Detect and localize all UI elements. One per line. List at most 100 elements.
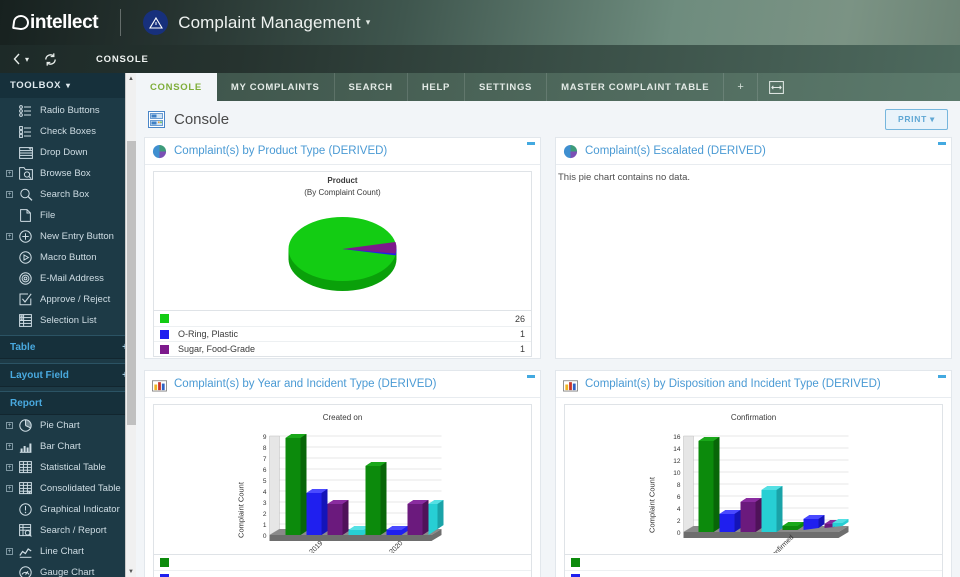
toolbox-item-drop-down[interactable]: Drop Down — [0, 142, 136, 163]
report-item-bar-chart[interactable]: + Bar Chart — [0, 436, 136, 457]
tab-master-complaint-table[interactable]: MASTER COMPLAINT TABLE — [547, 73, 725, 101]
report-item-label: Bar Chart — [40, 441, 81, 452]
browse-box-icon — [17, 166, 34, 181]
tab-label: MY COMPLAINTS — [230, 81, 320, 93]
layout-toggle-icon[interactable] — [758, 73, 795, 101]
panel-disposition-incident: Complaint(s) by Disposition and Incident… — [555, 370, 952, 577]
sidebar-section-report[interactable]: Report- — [0, 391, 136, 415]
toolbox-item-label: Check Boxes — [40, 126, 96, 137]
pie-chart-icon — [17, 418, 34, 433]
report-item-line-chart[interactable]: + Line Chart — [0, 541, 136, 562]
minimize-icon[interactable] — [527, 375, 535, 378]
sidebar-section-label: Report — [10, 397, 43, 409]
app-title-group[interactable]: Complaint Management ▾ — [178, 13, 370, 33]
tab-console[interactable]: CONSOLE — [136, 73, 217, 101]
pie-chart-canvas: Product (By Complaint Count) — [153, 171, 532, 311]
logo[interactable]: intellect — [12, 12, 99, 34]
toolbox-item-search-box[interactable]: + Search Box — [0, 184, 136, 205]
svg-text:6: 6 — [263, 467, 267, 474]
statistical-table-icon — [17, 460, 34, 475]
panel-body: Confirmation Complaint Count 16 14 12 10 8 6… — [556, 398, 951, 577]
bar-legend-year — [153, 555, 532, 577]
toolbox-item-browse-box[interactable]: + Browse Box — [0, 163, 136, 184]
tab-my-complaints[interactable]: MY COMPLAINTS — [217, 73, 335, 101]
expand-icon[interactable]: + — [6, 233, 13, 240]
report-item-label: Statistical Table — [40, 462, 106, 473]
chevron-down-icon: ▾ — [930, 113, 935, 124]
expand-icon[interactable]: + — [6, 443, 13, 450]
report-item-graphical-indicator[interactable]: Graphical Indicator — [0, 499, 136, 520]
line-chart-icon — [17, 544, 34, 559]
add-tab-button[interactable]: + — [724, 73, 759, 101]
panel-year-incident: Complaint(s) by Year and Incident Type (… — [144, 370, 541, 577]
legend-swatch — [571, 573, 580, 577]
report-item-gauge-chart[interactable]: Gauge Chart — [0, 562, 136, 577]
toolbox-item-selection-list[interactable]: Selection List — [0, 310, 136, 331]
refresh-button[interactable] — [43, 52, 58, 67]
scroll-up-arrow-icon[interactable]: ▲ — [126, 73, 136, 84]
console-icon — [148, 110, 165, 128]
tab-help[interactable]: HELP — [408, 73, 465, 101]
toolbox-item-label: Radio Buttons — [40, 105, 100, 116]
toolbox-item-new-entry-button[interactable]: + New Entry Button — [0, 226, 136, 247]
report-item-label: Line Chart — [40, 546, 84, 557]
report-item-pie-chart[interactable]: + Pie Chart — [0, 415, 136, 436]
file-icon — [17, 208, 34, 223]
chevron-down-icon: ▾ — [365, 17, 371, 27]
expand-icon[interactable]: + — [6, 548, 13, 555]
breadcrumb[interactable]: CONSOLE — [96, 53, 149, 65]
minimize-icon[interactable] — [938, 142, 946, 145]
page-heading: Console — [174, 110, 230, 128]
toolbox-item-e-mail-address[interactable]: E-Mail Address — [0, 268, 136, 289]
toolbox-item-file[interactable]: File — [0, 205, 136, 226]
scrollbar-thumb[interactable] — [127, 141, 136, 425]
expand-icon[interactable]: + — [6, 464, 13, 471]
toolbox-item-approve-reject[interactable]: Approve / Reject — [0, 289, 136, 310]
tab-search[interactable]: SEARCH — [335, 73, 408, 101]
legend-value: 1 — [519, 344, 525, 354]
toolbox-item-label: Browse Box — [40, 168, 91, 179]
svg-text:0: 0 — [677, 530, 681, 537]
sidebar-scrollbar[interactable]: ▲ ▼ — [125, 73, 136, 577]
dashboard-row-2: Complaint(s) by Year and Incident Type (… — [144, 370, 952, 577]
tab-settings[interactable]: SETTINGS — [465, 73, 548, 101]
back-button[interactable]: ▾ — [13, 53, 29, 65]
report-item-statistical-table[interactable]: + Statistical Table — [0, 457, 136, 478]
expand-icon[interactable]: + — [6, 422, 13, 429]
toolbox-item-label: Macro Button — [40, 252, 97, 263]
report-item-search-report[interactable]: Search / Report — [0, 520, 136, 541]
panel-header: Complaint(s) by Disposition and Incident… — [556, 371, 951, 398]
legend-row — [154, 555, 531, 570]
sidebar-section-layout-field[interactable]: Layout Field+ — [0, 363, 136, 387]
toolbox-header[interactable]: TOOLBOX ▾ — [0, 73, 136, 98]
svg-text:6: 6 — [677, 494, 681, 501]
toolbox-item-label: Search Box — [40, 189, 90, 200]
minimize-icon[interactable] — [938, 375, 946, 378]
print-button[interactable]: PRINT ▾ — [884, 108, 948, 130]
report-item-consolidated-table[interactable]: + Consolidated Table — [0, 478, 136, 499]
toolbox-sidebar: TOOLBOX ▾ Radio Buttons Check Boxes Drop D… — [0, 73, 136, 577]
toolbox-item-check-boxes[interactable]: Check Boxes — [0, 121, 136, 142]
panel-product-type: Complaint(s) by Product Type (DERIVED) P… — [144, 137, 541, 359]
legend-swatch — [160, 314, 169, 323]
toolbox-item-radio-buttons[interactable]: Radio Buttons — [0, 100, 136, 121]
panel-header: Complaint(s) Escalated (DERIVED) — [556, 138, 951, 165]
legend-row — [565, 555, 942, 570]
expand-icon[interactable]: + — [6, 191, 13, 198]
minimize-icon[interactable] — [527, 142, 535, 145]
refresh-icon — [45, 52, 56, 66]
drop-down-icon — [17, 145, 34, 160]
expand-icon[interactable]: + — [6, 485, 13, 492]
expand-icon[interactable]: + — [6, 170, 13, 177]
bar-chart-icon — [563, 377, 578, 392]
scroll-down-arrow-icon[interactable]: ▼ — [126, 566, 136, 577]
svg-text:1: 1 — [263, 522, 267, 529]
toolbox-item-macro-button[interactable]: Macro Button — [0, 247, 136, 268]
legend-row — [154, 570, 531, 577]
play-circle-icon — [17, 250, 34, 265]
tab-label: MASTER COMPLAINT TABLE — [561, 81, 710, 93]
pie-chart-icon — [563, 144, 578, 159]
svg-text:8: 8 — [263, 445, 267, 452]
sidebar-section-table[interactable]: Table+ — [0, 335, 136, 359]
svg-text:Complaint Count: Complaint Count — [237, 481, 246, 538]
